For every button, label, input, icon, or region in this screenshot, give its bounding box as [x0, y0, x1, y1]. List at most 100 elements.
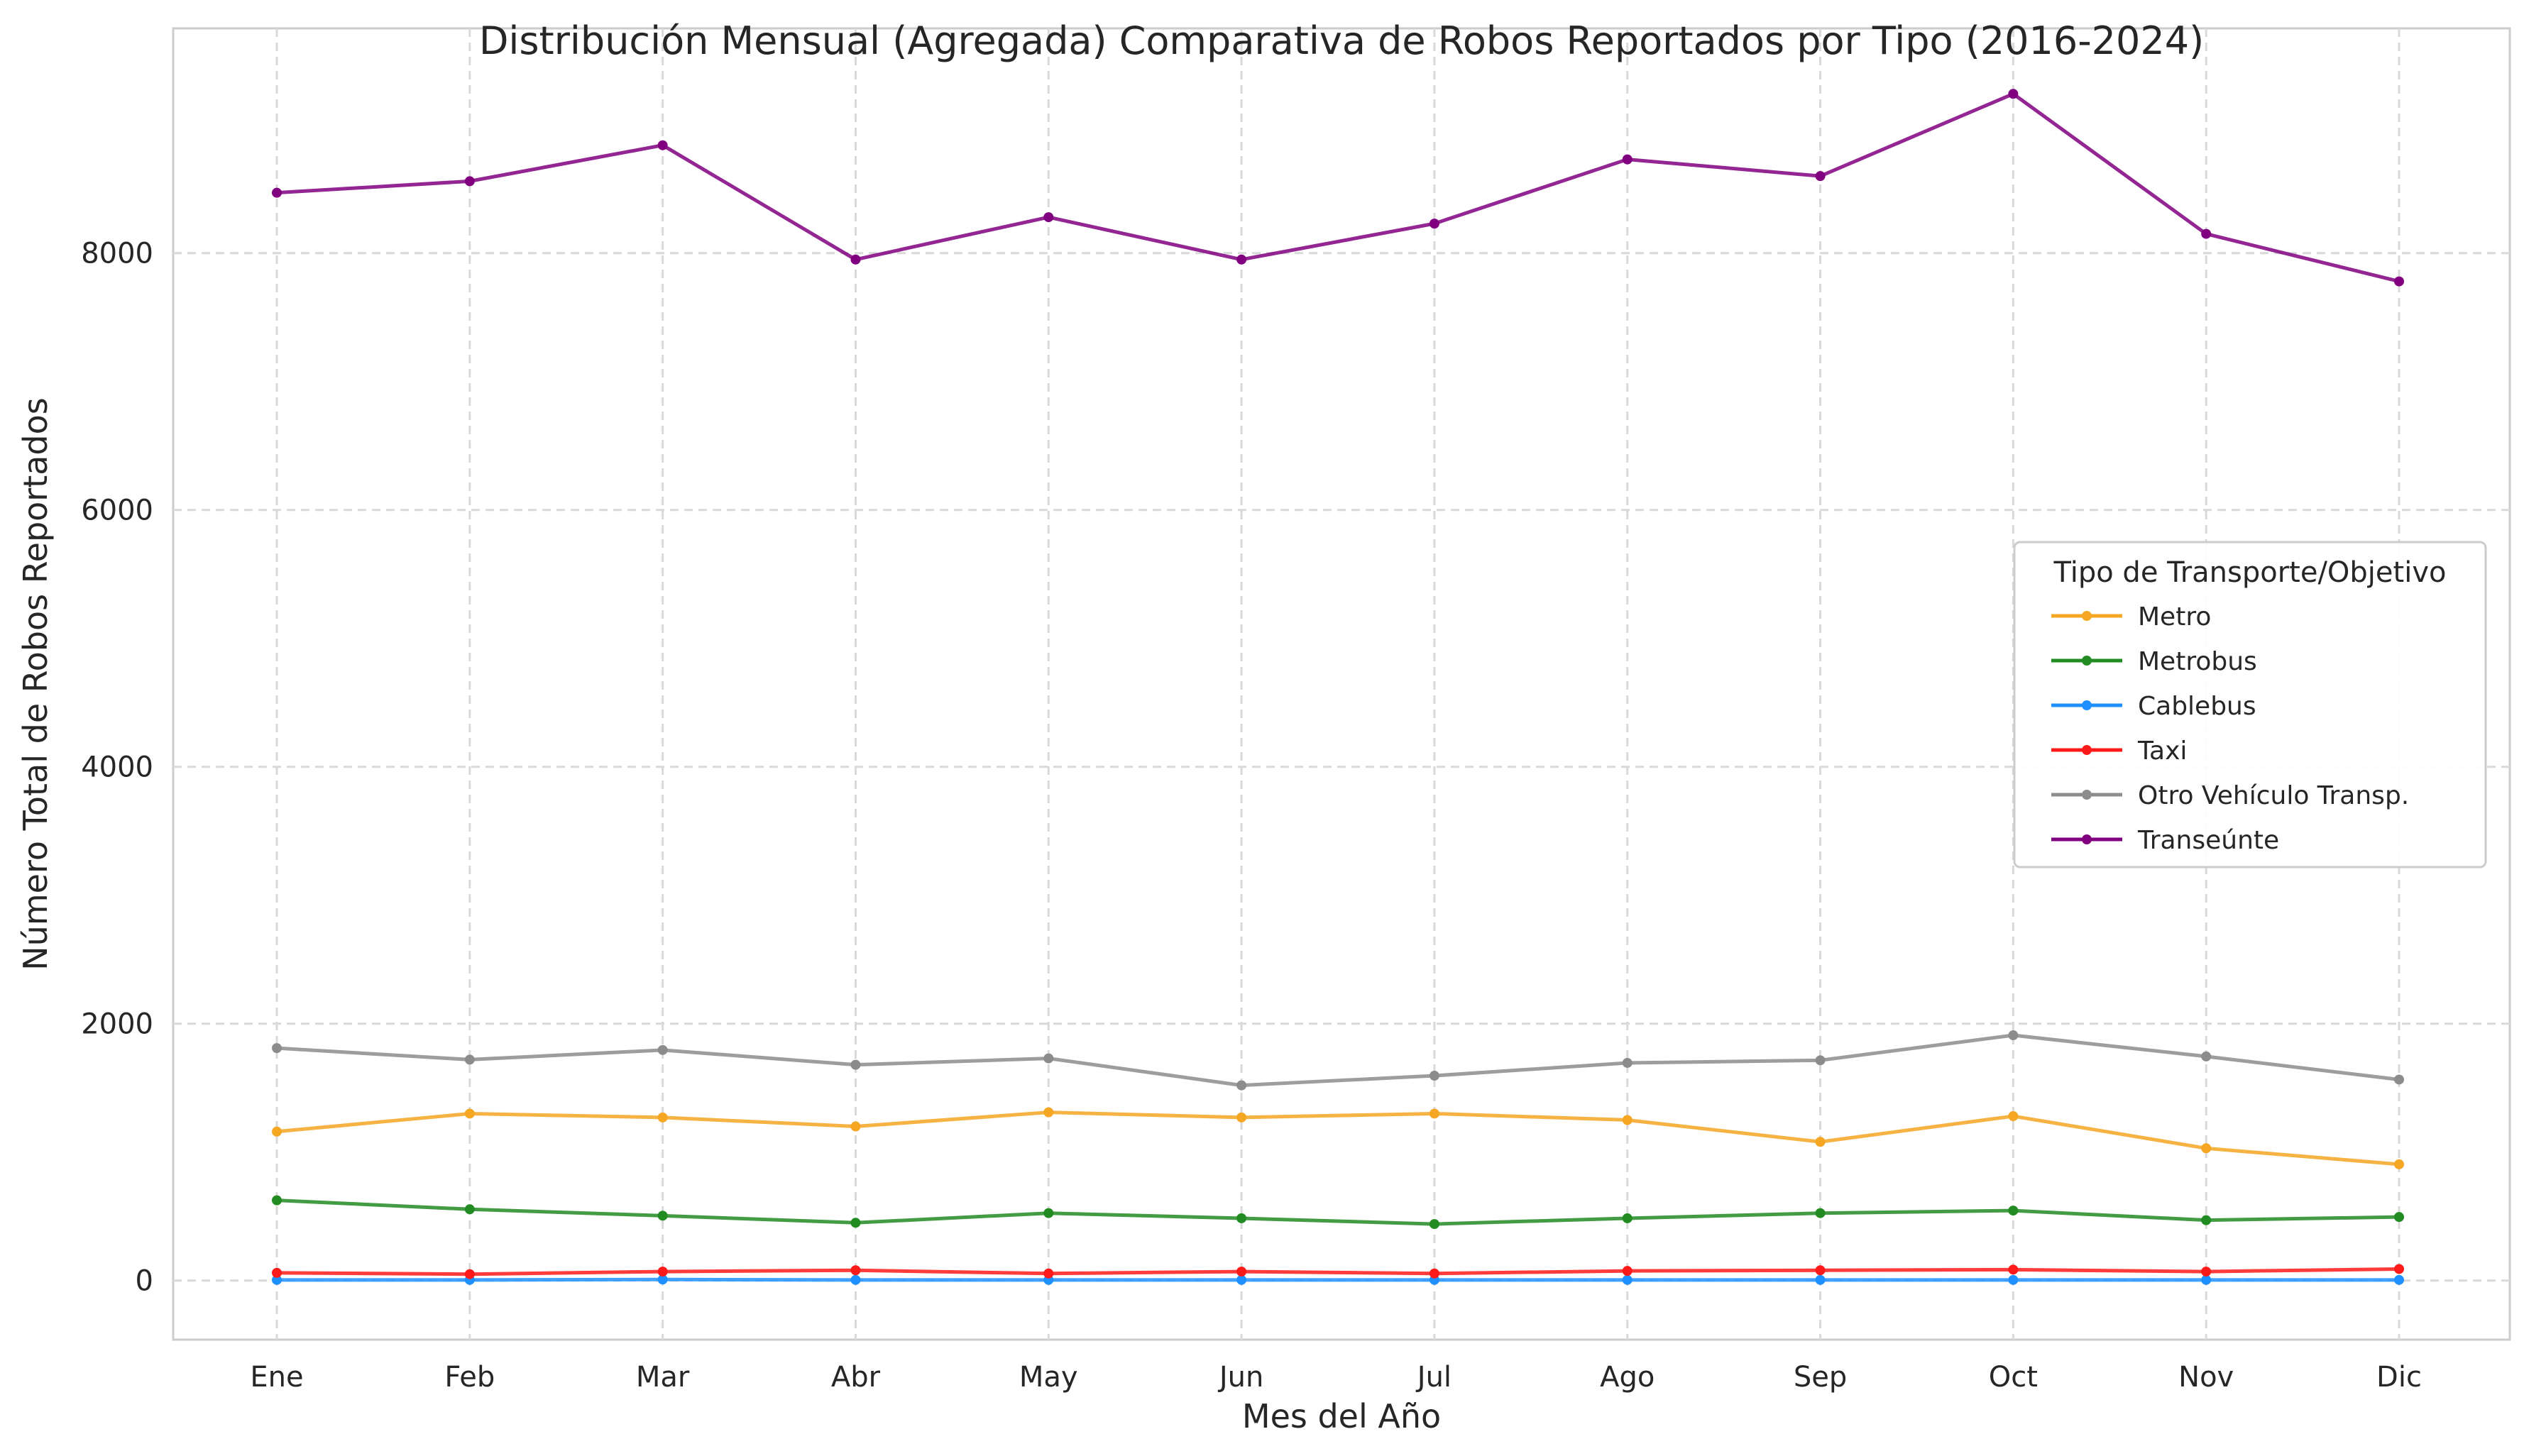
data-point [464, 1269, 475, 1279]
x-tick-label: Ago [1600, 1361, 1655, 1394]
data-point [272, 1267, 282, 1278]
legend: Tipo de Transporte/Objetivo Metro Metrobu… [2013, 541, 2487, 868]
y-axis-label: Número Total de Robos Reportados [16, 397, 55, 970]
legend-box [2013, 541, 2487, 868]
data-point [657, 140, 668, 150]
data-point [2201, 228, 2212, 239]
legend-swatch-marker [2082, 745, 2092, 755]
data-point [1236, 254, 1247, 265]
data-point [1429, 1219, 1439, 1230]
data-point [1815, 1208, 1826, 1218]
data-point [1815, 1055, 1826, 1066]
data-point [1815, 1137, 1826, 1147]
tick-labels: Ene Feb Mar Abr May Jun Jul Ago Sep Oct Nov Dic 0 200… [81, 238, 2422, 1394]
legend-swatch-marker [2082, 656, 2092, 666]
data-point [1815, 1265, 1826, 1276]
legend-label: Metrobus [2138, 647, 2257, 676]
series-metrobus [272, 1195, 2404, 1230]
chart-title: Distribución Mensual (Agregada) Comparat… [479, 18, 2204, 63]
legend-label: Taxi [2137, 737, 2187, 766]
data-point [2008, 1264, 2019, 1275]
data-point [850, 1265, 861, 1276]
x-tick-label: Abr [831, 1361, 881, 1394]
data-point [2201, 1267, 2212, 1277]
legend-label: Cablebus [2138, 692, 2256, 721]
y-tick-label: 2000 [81, 1008, 153, 1041]
data-point [464, 1108, 475, 1119]
legend-items: Metro Metrobus Cablebus Taxi Otro Vehículo T… [2051, 602, 2409, 855]
data-point [657, 1112, 668, 1123]
data-point [850, 1218, 861, 1228]
legend-swatch-marker [2082, 700, 2092, 710]
data-point [464, 1204, 475, 1215]
data-point [2008, 1274, 2019, 1285]
data-point [1429, 219, 1439, 229]
series-taxi [272, 1264, 2404, 1279]
series-otro-veh-culo-transp- [272, 1030, 2404, 1091]
data-point [2201, 1051, 2212, 1061]
legend-item: Metro [2051, 602, 2211, 632]
data-point [272, 1126, 282, 1137]
data-point [2394, 1212, 2404, 1223]
x-tick-label: Dic [2376, 1361, 2422, 1394]
series-line [276, 1110, 2400, 1167]
x-tick-label: Nov [2178, 1361, 2234, 1394]
legend-swatch-marker [2082, 611, 2092, 621]
legend-label: Otro Vehículo Transp. [2138, 781, 2409, 810]
data-point [657, 1267, 668, 1277]
x-tick-label: Jun [1217, 1361, 1264, 1394]
data-point [2394, 1074, 2404, 1085]
data-point [657, 1274, 668, 1285]
data-point [1815, 171, 1826, 182]
y-tick-label: 0 [136, 1265, 153, 1298]
data-point [1043, 1268, 1054, 1279]
data-point [1622, 1266, 1633, 1276]
x-tick-label: Mar [636, 1361, 690, 1394]
data-point [1043, 1053, 1054, 1064]
legend-swatch-marker [2082, 834, 2092, 844]
series-lines [272, 89, 2404, 1285]
y-tick-label: 6000 [81, 495, 153, 527]
data-point [1043, 212, 1054, 223]
series-line [277, 1277, 2399, 1282]
data-point [2394, 1264, 2404, 1274]
data-point [1622, 1213, 1633, 1223]
data-point [2008, 1030, 2019, 1041]
data-point [1815, 1274, 1826, 1285]
data-point [657, 1210, 668, 1221]
data-point [1429, 1108, 1439, 1119]
data-point [1429, 1268, 1439, 1279]
x-tick-label: Ene [250, 1361, 303, 1394]
data-point [1429, 1071, 1439, 1081]
data-point [2008, 1206, 2019, 1216]
data-point [2008, 89, 2019, 99]
series-line [276, 92, 2400, 283]
data-point [2201, 1215, 2212, 1225]
legend-label: Metro [2138, 602, 2211, 632]
data-point [464, 176, 475, 187]
series-cablebus [272, 1274, 2404, 1285]
data-point [1043, 1208, 1054, 1218]
data-point [1236, 1080, 1247, 1091]
x-axis-label: Mes del Año [1242, 1397, 1441, 1435]
x-tick-label: Feb [444, 1361, 495, 1394]
y-tick-label: 8000 [81, 238, 153, 270]
data-point [850, 1059, 861, 1070]
data-point [2394, 1159, 2404, 1169]
x-tick-label: Jul [1415, 1361, 1452, 1394]
series-line [276, 1033, 2400, 1088]
x-tick-label: Oct [1989, 1361, 2038, 1394]
data-point [1622, 154, 1633, 165]
data-point [850, 1121, 861, 1132]
data-point [1622, 1115, 1633, 1125]
data-point [2008, 1111, 2019, 1122]
legend-item: Taxi [2051, 737, 2187, 766]
data-point [1622, 1057, 1633, 1068]
x-tick-label: May [1019, 1361, 1078, 1394]
data-point [1043, 1107, 1054, 1118]
data-point [272, 1043, 282, 1054]
legend-item: Cablebus [2051, 692, 2256, 721]
series-transe-nte [272, 89, 2404, 287]
data-point [2394, 276, 2404, 287]
